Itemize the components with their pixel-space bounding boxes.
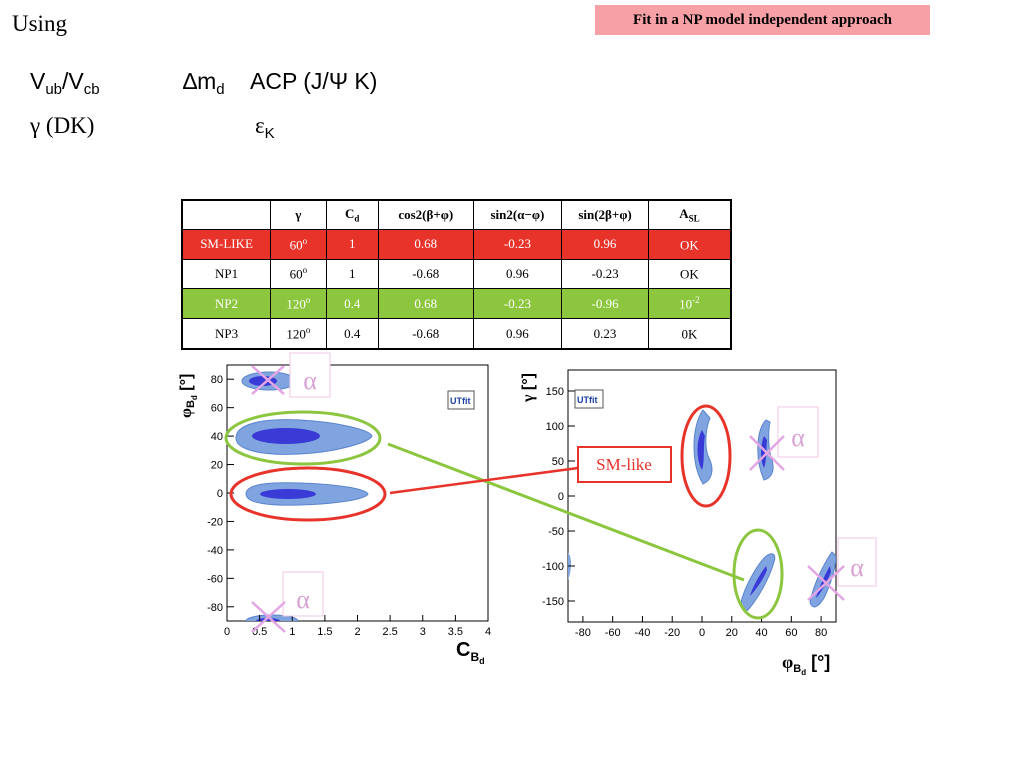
y-tick-label: -60	[207, 573, 223, 585]
cell-cd: 1	[325, 229, 379, 260]
y-tick-label: 20	[211, 460, 223, 472]
x-tick-label: 2	[354, 626, 360, 638]
sm-like-highlight-right	[680, 404, 732, 508]
input-epsilon-k: εK	[255, 113, 275, 142]
y-tick-label: 50	[552, 456, 564, 468]
utfit-logo: UTfit	[574, 389, 604, 409]
row-name: SM-LIKE	[181, 229, 272, 260]
y-tick-label: 60	[211, 403, 223, 415]
x-tick-label: -40	[634, 627, 650, 639]
y-tick-label: 0	[217, 488, 223, 500]
x-tick-label: 60	[785, 627, 797, 639]
svg-text:α: α	[303, 366, 317, 395]
input-gamma-dk: γ (DK)	[30, 113, 95, 138]
y-tick-label: -80	[207, 602, 223, 614]
np2-highlight-right	[732, 528, 784, 620]
table-header: sin2(α−φ)	[472, 199, 563, 230]
cell-asl: 0K	[647, 318, 732, 350]
x-tick-label: 2.5	[382, 626, 397, 638]
alpha-marker: α	[251, 571, 324, 633]
y-tick-label: 80	[211, 374, 223, 386]
y-tick-label: -150	[542, 596, 564, 608]
left-plot: 0 0.5 1 1.5 2 2.5 3 3.5 4 80 60 40 20 0 -20 -40 -60 -80 U…	[178, 360, 505, 680]
y-tick-label: -50	[548, 526, 564, 538]
table-header-row: γ Cd cos2(β+φ) sin2(α−φ) sin(2β+φ) ASL	[181, 199, 732, 230]
table-row: NP2 120o 0.4 0.68 -0.23 -0.96 10-2	[181, 288, 732, 320]
table-row: NP3 120o 0.4 -0.68 0.96 0.23 0K	[181, 318, 732, 350]
y-tick-label: 150	[546, 386, 564, 398]
np2-connector	[387, 442, 745, 582]
sm-like-connector	[389, 466, 579, 495]
cell-gamma: 120o	[270, 318, 327, 350]
y-tick-label: -20	[207, 516, 223, 528]
y-tick-label: 40	[211, 431, 223, 443]
row-name: NP2	[181, 288, 272, 320]
region-sm-like	[693, 409, 713, 485]
table-header: cos2(β+φ)	[377, 199, 474, 230]
svg-text:α: α	[296, 585, 310, 614]
y-tick-label: 100	[546, 421, 564, 433]
using-label: Using	[12, 11, 67, 36]
cell-cd: 0.4	[325, 318, 379, 350]
cell-gamma: 60o	[270, 229, 327, 260]
right-ylabel: γ [°]	[520, 373, 537, 403]
svg-text:UTfit: UTfit	[577, 395, 598, 405]
region-np2	[235, 419, 373, 455]
x-tick-label: 40	[755, 627, 767, 639]
left-ylabel: φBd [°]	[178, 374, 199, 418]
x-tick-label: 20	[726, 627, 738, 639]
region-sm-like	[245, 482, 369, 506]
row-name: NP1	[181, 258, 272, 290]
np2-highlight-left	[224, 410, 382, 466]
x-tick-label: 0.5	[252, 626, 267, 638]
utfit-logo: UTfit	[447, 390, 475, 410]
row-name: NP3	[181, 318, 272, 350]
cell-asl: OK	[647, 258, 732, 290]
input-acp: ACP (J/Ψ K)	[250, 68, 378, 94]
x-tick-label: 80	[815, 627, 827, 639]
cell-cos: 0.68	[377, 229, 474, 260]
x-tick-label: -60	[605, 627, 621, 639]
x-tick-label: -20	[664, 627, 680, 639]
y-tick-label: -100	[542, 561, 564, 573]
right-xlabel: φBd [°]	[782, 652, 830, 677]
svg-text:UTfit: UTfit	[450, 396, 471, 406]
table-header: sin(2β+φ)	[561, 199, 649, 230]
cell-sin2a: -0.23	[472, 229, 563, 260]
cell-asl: 10-2	[647, 288, 732, 320]
cell-sin2a: 0.96	[472, 318, 563, 350]
cell-sin2b: 0.96	[561, 229, 649, 260]
x-tick-label: 3	[420, 626, 426, 638]
cell-gamma: 120o	[270, 288, 327, 320]
cell-cd: 0.4	[325, 288, 379, 320]
alpha-marker: α	[749, 406, 819, 471]
cell-sin2b: 0.23	[561, 318, 649, 350]
sm-like-label: SM-like	[577, 446, 672, 483]
cell-sin2a: -0.23	[472, 288, 563, 320]
cell-cos: -0.68	[377, 318, 474, 350]
table-header: Cd	[325, 199, 379, 230]
input-delta-md: ∆md	[183, 68, 225, 98]
x-tick-label: -80	[575, 627, 591, 639]
table-header: ASL	[647, 199, 732, 230]
alpha-marker: α	[807, 537, 877, 601]
alpha-marker: α	[251, 352, 331, 398]
svg-text:α: α	[850, 553, 864, 582]
x-tick-label: 3.5	[448, 626, 463, 638]
y-tick-label: -40	[207, 545, 223, 557]
y-tick-label: 0	[558, 491, 564, 503]
x-tick-label: 4	[485, 626, 491, 638]
np-models-table: γ Cd cos2(β+φ) sin2(α−φ) sin(2β+φ) ASL S…	[181, 199, 732, 350]
input-vub-vcb: Vub/Vcb	[30, 68, 100, 98]
x-tick-label: 1.5	[317, 626, 332, 638]
region-np2	[740, 553, 776, 611]
x-tick-label: 0	[699, 627, 705, 639]
title-badge: Fit in a NP model independent approach	[595, 5, 930, 35]
svg-text:SM-like: SM-like	[596, 455, 652, 474]
sm-like-highlight-left	[229, 466, 387, 522]
x-tick-label: 1	[289, 626, 295, 638]
x-tick-label: 0	[224, 626, 230, 638]
svg-text:α: α	[791, 423, 805, 452]
